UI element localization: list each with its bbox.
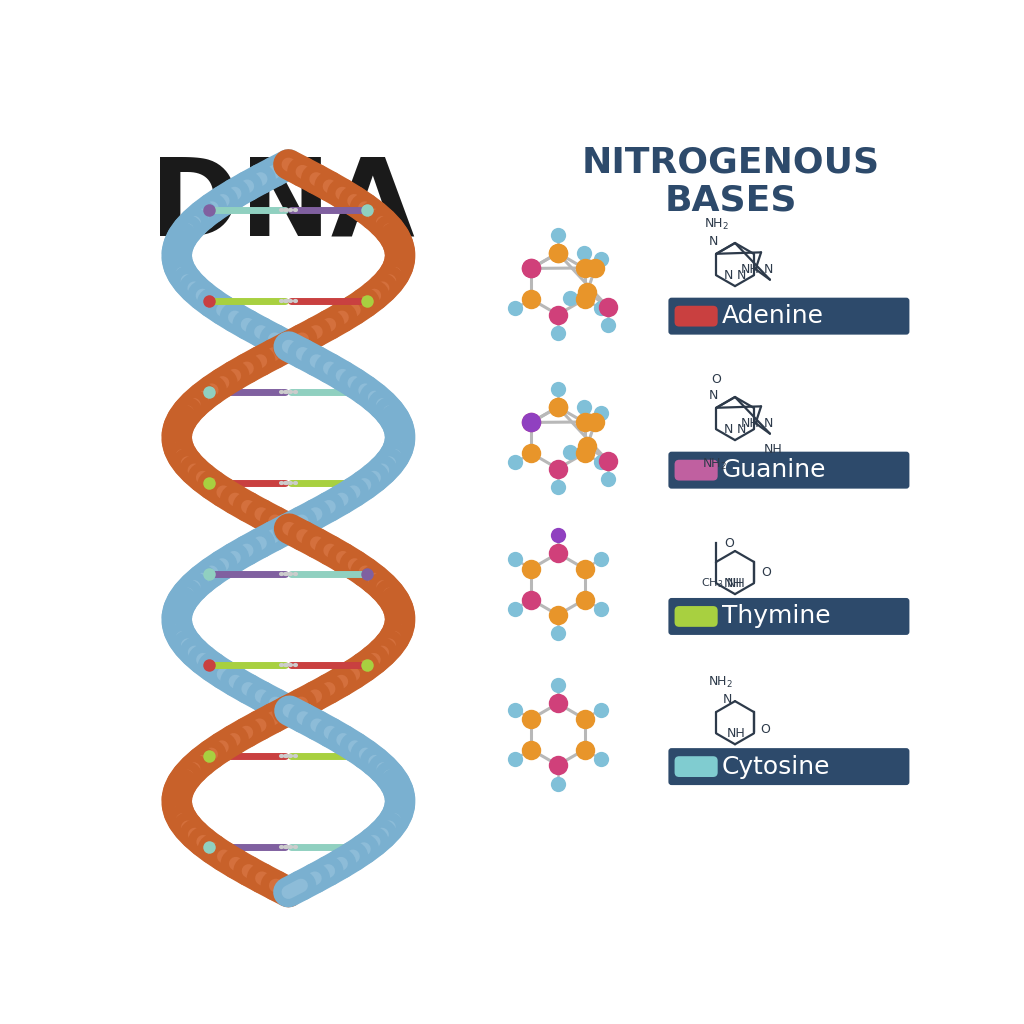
Text: N: N [723,693,732,706]
FancyBboxPatch shape [675,756,718,777]
Text: Thymine: Thymine [722,604,830,629]
Text: NH: NH [727,727,745,740]
Text: N: N [724,269,733,282]
Text: N: N [763,417,773,430]
Text: N: N [709,236,718,249]
Text: NH$_2$: NH$_2$ [708,675,733,690]
Text: N: N [724,423,733,436]
Text: O: O [712,373,721,386]
Text: N: N [709,389,718,402]
Text: O: O [762,565,771,579]
Text: N: N [736,269,745,282]
FancyBboxPatch shape [669,452,909,488]
Text: Guanine: Guanine [722,458,826,482]
Text: DNA: DNA [150,153,415,259]
Text: Adenine: Adenine [722,304,823,328]
FancyBboxPatch shape [669,749,909,785]
Text: NH$_2$: NH$_2$ [702,457,727,472]
FancyBboxPatch shape [669,298,909,335]
Text: N: N [763,263,773,275]
Text: O: O [760,724,770,736]
Text: NH$_2$: NH$_2$ [703,217,729,232]
Text: NITROGENOUS: NITROGENOUS [582,145,881,179]
Text: N: N [736,423,745,436]
FancyBboxPatch shape [669,598,909,635]
Text: NH: NH [724,577,742,590]
Text: Cytosine: Cytosine [722,755,830,778]
Text: CH$_3$: CH$_3$ [701,577,724,590]
Text: NH: NH [741,263,760,276]
FancyBboxPatch shape [675,606,718,627]
Text: O: O [724,538,734,550]
Text: NH: NH [727,577,745,590]
Text: NH: NH [764,443,782,456]
Text: NH: NH [741,417,760,430]
Text: BASES: BASES [665,183,798,218]
FancyBboxPatch shape [675,306,718,327]
FancyBboxPatch shape [675,460,718,480]
